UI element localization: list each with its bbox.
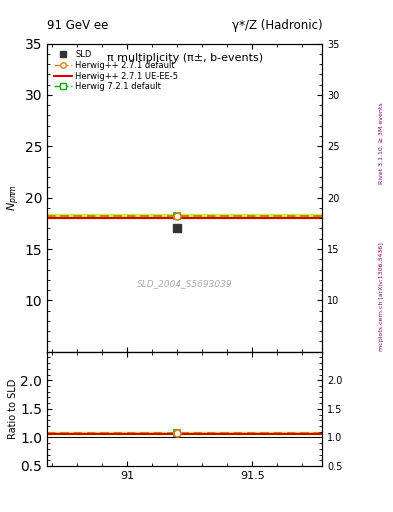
Text: π multiplicity (π±, b-events): π multiplicity (π±, b-events) xyxy=(107,53,263,63)
Text: γ*/Z (Hadronic): γ*/Z (Hadronic) xyxy=(231,19,322,32)
Text: mcplots.cern.ch [arXiv:1306.3436]: mcplots.cern.ch [arXiv:1306.3436] xyxy=(379,243,384,351)
Text: 91 GeV ee: 91 GeV ee xyxy=(47,19,108,32)
Text: SLD_2004_S5693039: SLD_2004_S5693039 xyxy=(137,280,233,288)
Text: Rivet 3.1.10, ≥ 3M events: Rivet 3.1.10, ≥ 3M events xyxy=(379,102,384,184)
Y-axis label: Ratio to SLD: Ratio to SLD xyxy=(7,379,18,439)
Legend: SLD, Herwig++ 2.7.1 default, Herwig++ 2.7.1 UE-EE-5, Herwig 7.2.1 default: SLD, Herwig++ 2.7.1 default, Herwig++ 2.… xyxy=(51,48,181,94)
Y-axis label: $N_{p\pi m}$: $N_{p\pi m}$ xyxy=(6,184,22,211)
